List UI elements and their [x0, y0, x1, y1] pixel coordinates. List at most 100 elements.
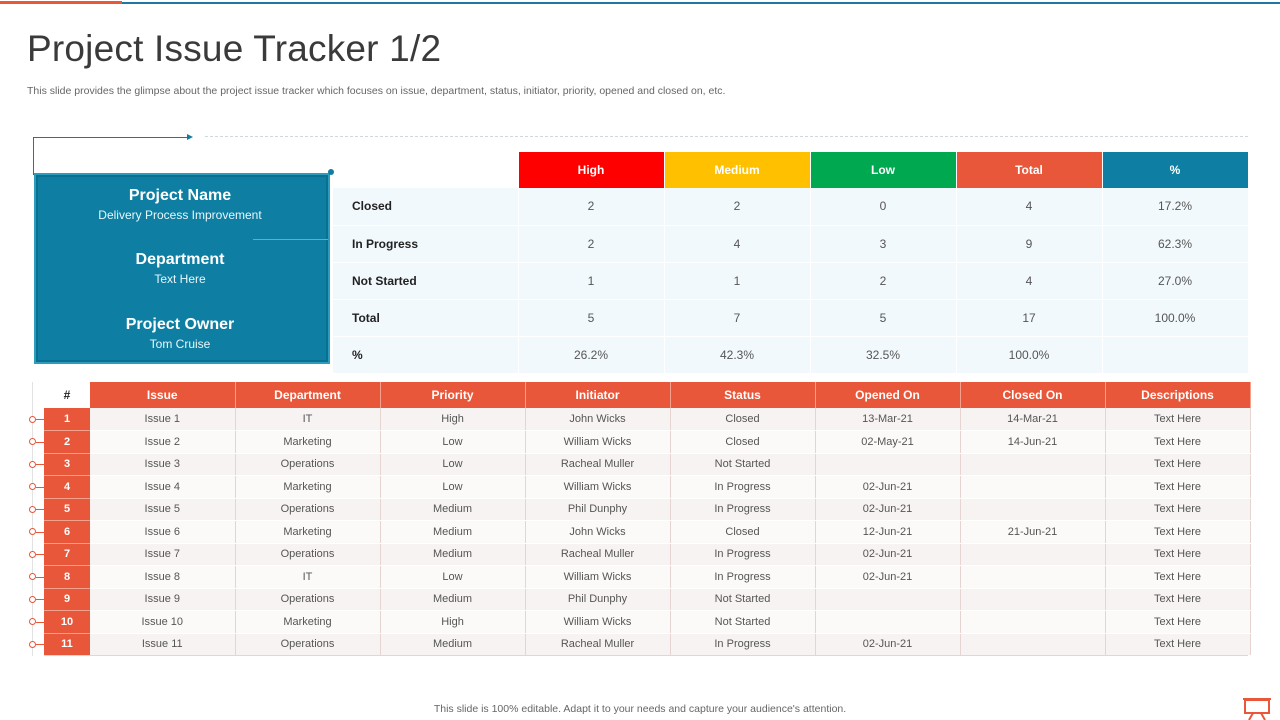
table-cell: Issue 1 [90, 408, 236, 431]
row-marker-link [36, 644, 44, 645]
row-number: 5 [44, 498, 90, 521]
table-cell: Marketing [235, 610, 381, 634]
summary-row-label: Not Started [333, 262, 519, 300]
summary-row-label: Total [333, 299, 519, 337]
row-marker-link [36, 599, 44, 600]
summary-cell: 17.2% [1102, 188, 1249, 226]
row-marker-link [36, 576, 44, 578]
table-cell: William Wicks [525, 430, 671, 454]
table-cell: Phil Dunphy [525, 588, 671, 611]
table-cell [960, 498, 1106, 521]
table-cell: Text Here [1105, 430, 1251, 454]
table-row: 8 Issue 8 IT Low William Wicks In Progress 02-… [44, 565, 1251, 589]
table-cell: Issue 11 [90, 633, 236, 656]
table-cell [960, 588, 1106, 611]
table-cell: Text Here [1105, 633, 1251, 656]
table-cell: Issue 7 [90, 543, 236, 566]
row-marker-dot [29, 618, 36, 625]
table-cell: Low [380, 565, 526, 589]
table-cell: Not Started [670, 610, 816, 634]
table-cell: John Wicks [525, 408, 671, 431]
department-label: Department [135, 251, 225, 268]
table-row: 11 Issue 11 Operations Medium Racheal Muller… [44, 633, 1251, 656]
issues-header-row: # Issue Department Priority Initiator Status O… [44, 382, 1251, 408]
table-cell: Marketing [235, 475, 381, 499]
table-cell: Operations [235, 588, 381, 611]
table-cell [960, 475, 1106, 499]
table-cell: In Progress [670, 498, 816, 521]
table-cell: Low [380, 475, 526, 499]
row-number: 11 [44, 633, 90, 656]
table-cell: Issue 5 [90, 498, 236, 521]
table-cell: Closed [670, 430, 816, 454]
table-cell: 02-Jun-21 [815, 543, 961, 566]
table-cell: Text Here [1105, 453, 1251, 476]
row-number: 1 [44, 408, 90, 431]
table-cell: 02-May-21 [815, 430, 961, 454]
summary-cell: 5 [518, 299, 665, 337]
table-cell [960, 610, 1106, 634]
table-cell [960, 565, 1106, 589]
summary-row-label: In Progress [333, 225, 519, 263]
row-marker-dot [29, 595, 36, 603]
table-cell: Operations [235, 453, 381, 476]
table-cell: Racheal Muller [525, 633, 671, 656]
page-title: Project Issue Tracker 1/2 [27, 28, 442, 69]
summary-cell: 62.3% [1102, 225, 1249, 263]
summary-cell: 4 [664, 225, 811, 263]
row-number: 6 [44, 520, 90, 544]
row-marker-dot [29, 528, 36, 535]
issues-column-header: Opened On [815, 382, 961, 408]
table-cell: Text Here [1105, 610, 1251, 634]
connector-dot [328, 169, 334, 175]
issues-column-header: Priority [380, 382, 526, 408]
row-marker-dot [29, 505, 36, 513]
table-cell [815, 588, 961, 611]
summary-cell: 4 [956, 188, 1103, 226]
summary-row: In Progress 2 4 3 9 62.3% [333, 225, 1249, 263]
table-cell: Text Here [1105, 565, 1251, 589]
table-cell: Issue 4 [90, 475, 236, 499]
table-cell: 14-Mar-21 [960, 408, 1106, 431]
table-cell [815, 610, 961, 634]
row-marker-link [36, 464, 44, 465]
row-number: 3 [44, 453, 90, 476]
row-marker-link [36, 554, 44, 555]
summary-row-label: % [333, 336, 519, 374]
row-marker-dot [29, 573, 36, 580]
table-cell: Text Here [1105, 408, 1251, 431]
row-number: 2 [44, 430, 90, 454]
row-marker-link [36, 486, 44, 488]
table-cell: Medium [380, 498, 526, 521]
summary-header-cell: % [1102, 152, 1249, 188]
table-cell: IT [235, 408, 381, 431]
table-cell: William Wicks [525, 475, 671, 499]
arrow-head-icon [187, 134, 193, 140]
table-row: 10 Issue 10 Marketing High William Wicks Not … [44, 610, 1251, 634]
summary-row: % 26.2% 42.3% 32.5% 100.0% [333, 336, 1249, 374]
summary-row-label: Closed [333, 188, 519, 226]
table-cell: Closed [670, 408, 816, 431]
table-cell: Racheal Muller [525, 453, 671, 476]
row-marker-link [36, 509, 44, 510]
project-info-card [34, 173, 330, 364]
table-bottom-rule [44, 655, 1248, 656]
project-owner-label: Project Owner [125, 316, 235, 333]
summary-corner [333, 152, 519, 188]
footer-note: This slide is 100% editable. Adapt it to… [433, 703, 847, 715]
table-cell: John Wicks [525, 520, 671, 544]
dashed-connector [205, 136, 1248, 137]
summary-cell: 4 [956, 262, 1103, 300]
summary-row: Closed 2 2 0 4 17.2% [333, 188, 1249, 226]
issues-column-header: Closed On [960, 382, 1106, 408]
vertical-connector [33, 137, 34, 175]
row-number: 7 [44, 543, 90, 566]
summary-header-row: High Medium Low Total% [333, 152, 1249, 188]
table-cell: Medium [380, 633, 526, 656]
table-cell: 02-Jun-21 [815, 565, 961, 589]
table-cell: Issue 3 [90, 453, 236, 476]
table-row: 3 Issue 3 Operations Low Racheal Muller Not S… [44, 453, 1251, 476]
row-marker-dot [29, 438, 36, 445]
issues-column-header: Initiator [525, 382, 671, 408]
summary-cell: 1 [518, 262, 665, 300]
